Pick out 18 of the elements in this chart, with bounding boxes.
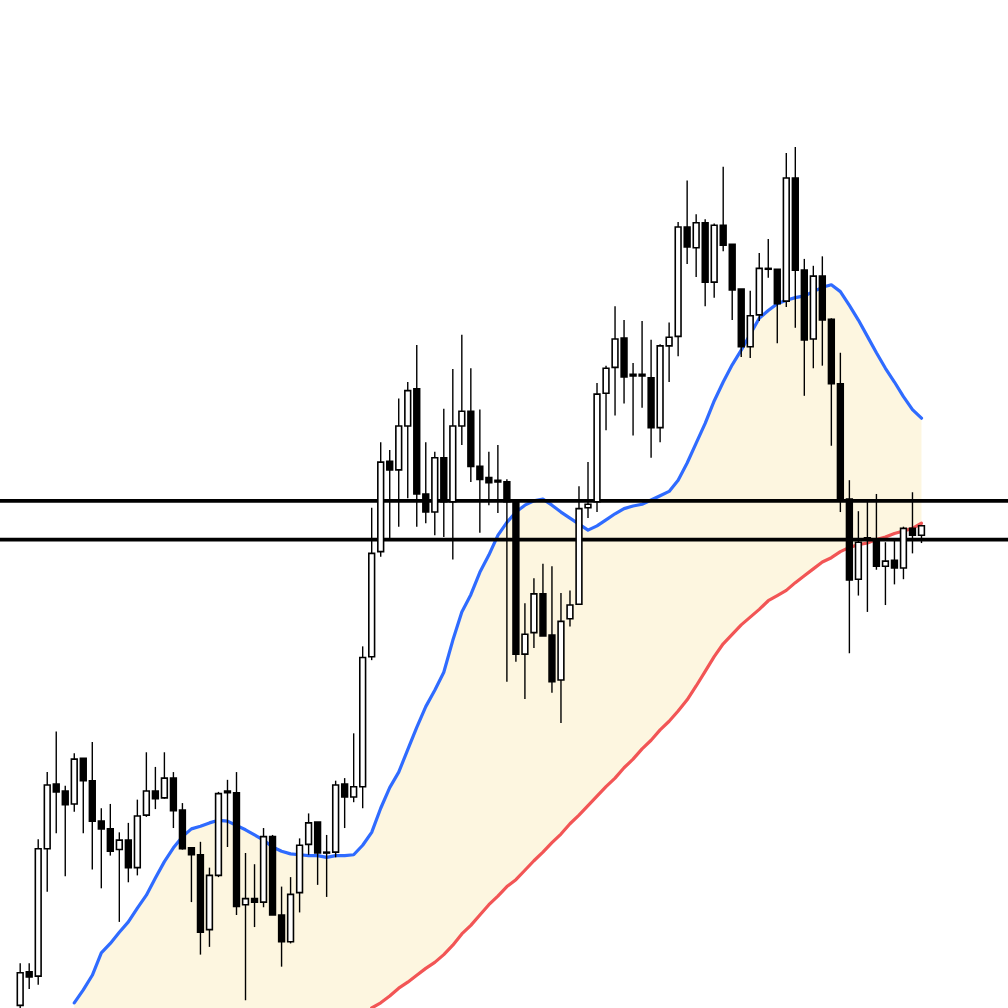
candlestick [241,852,250,1001]
candlestick [349,732,358,803]
candlestick [304,812,313,856]
candlestick [106,803,114,857]
candlestick [223,779,232,848]
candlestick [322,834,331,898]
candlestick [719,166,727,252]
candlestick [61,785,69,877]
candlestick [250,863,259,928]
candlestick [151,766,160,810]
candlestick [340,777,349,829]
candlestick [187,847,196,903]
candlestick [52,730,60,834]
candlestick [97,807,105,890]
candlestick [115,831,124,923]
candlestick [79,757,87,834]
candlestick [25,962,33,990]
candlestick [160,751,169,800]
